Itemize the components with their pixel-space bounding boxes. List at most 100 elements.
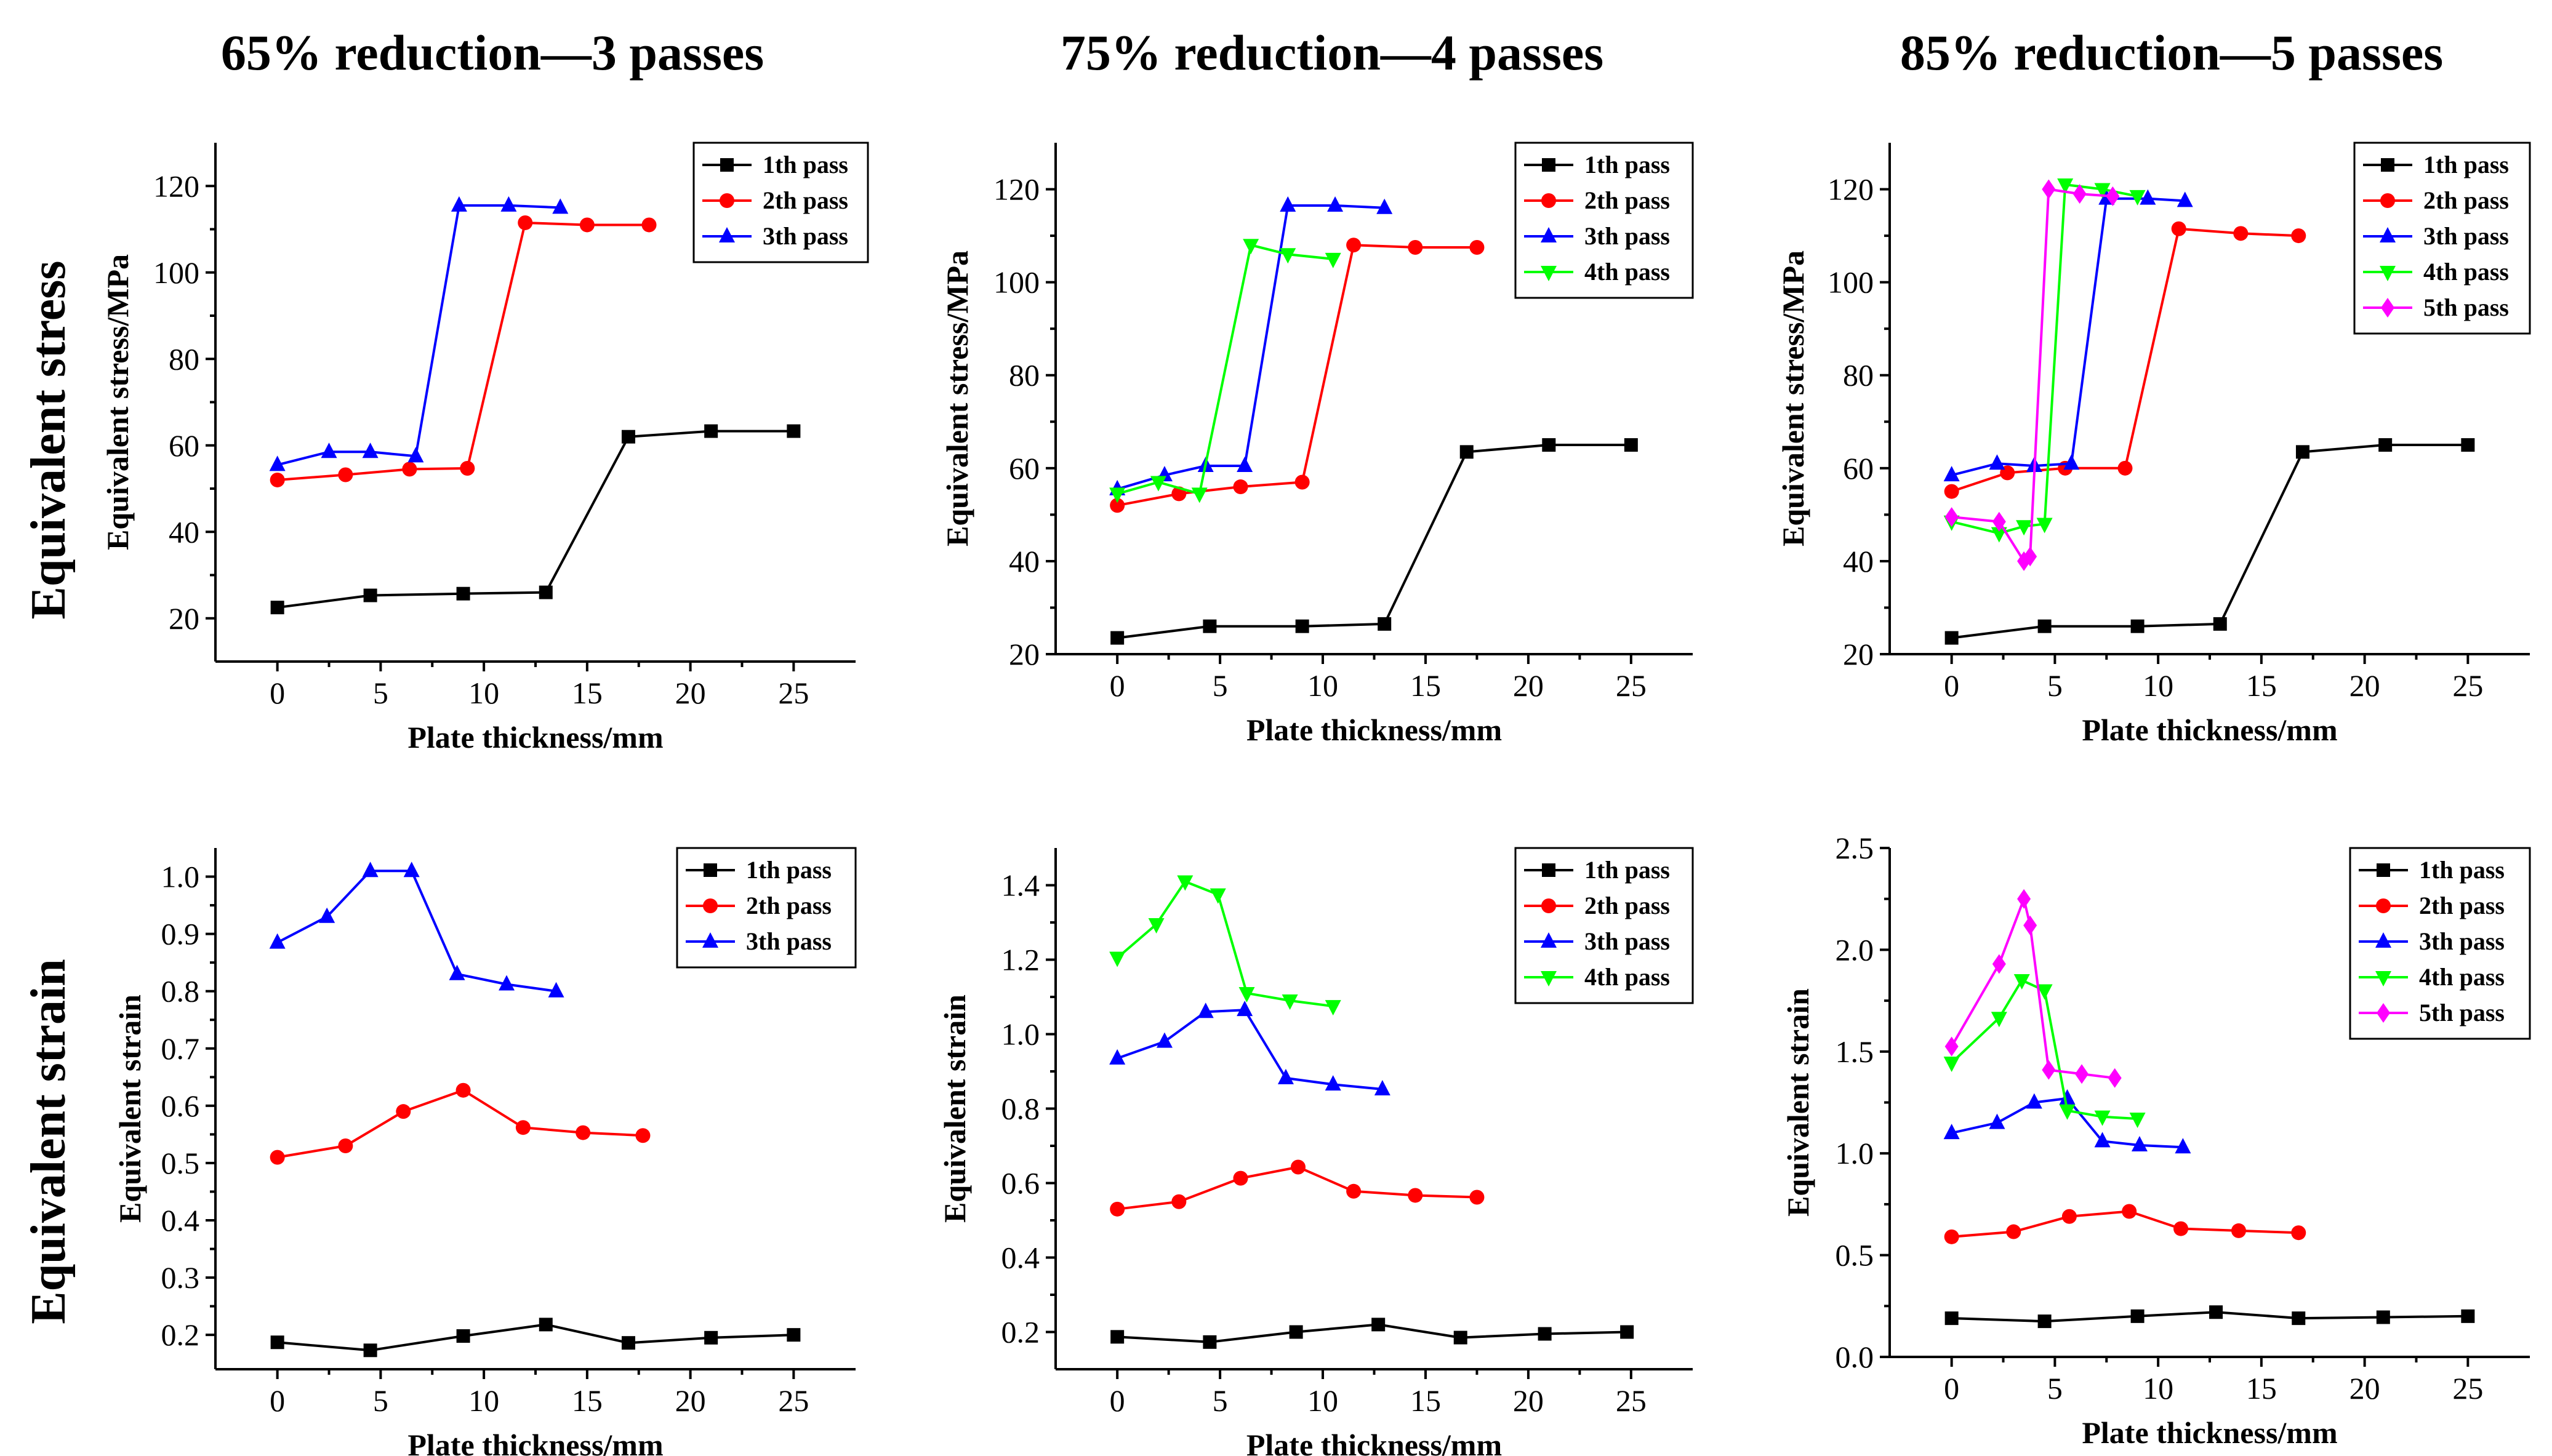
data-point bbox=[363, 1343, 377, 1358]
data-point bbox=[1944, 507, 1959, 527]
legend-label: 1th pass bbox=[763, 151, 848, 178]
y-tick-label: 0.3 bbox=[161, 1260, 200, 1295]
data-point bbox=[2130, 1309, 2145, 1323]
data-point bbox=[2292, 1311, 2306, 1326]
data-point bbox=[787, 424, 801, 438]
data-point bbox=[1110, 1330, 1125, 1344]
data-point bbox=[1538, 1327, 1552, 1341]
legend-item-3th-pass: 3th pass bbox=[1524, 222, 1670, 250]
data-point bbox=[2129, 1112, 2146, 1128]
x-tick-label: 25 bbox=[778, 676, 809, 710]
legend-item-3th-pass: 3th pass bbox=[686, 927, 832, 955]
series-line bbox=[1951, 979, 2138, 1120]
data-point bbox=[1110, 1201, 1125, 1217]
y-axis-title: Equivalent stress/MPa bbox=[940, 250, 974, 546]
series-4th-pass bbox=[1943, 974, 2146, 1128]
y-tick-label: 100 bbox=[153, 255, 199, 290]
chart-strain-85: 0 5 10 15 20 25 0.0 0.5 1.0 1.5 2.0 2.5 Plate thickn… bbox=[1781, 831, 2531, 1450]
legend-item-1th-pass: 1th pass bbox=[2359, 856, 2505, 884]
data-point bbox=[1944, 1229, 1959, 1244]
data-point bbox=[1210, 888, 1226, 904]
x-tick-label: 20 bbox=[675, 676, 706, 710]
y-tick-label: 0.9 bbox=[161, 917, 200, 951]
data-point bbox=[270, 472, 285, 487]
data-point bbox=[1542, 438, 1556, 452]
x-axis-title: Plate thickness/mm bbox=[407, 720, 663, 754]
data-point bbox=[787, 1328, 801, 1342]
x-tick-label: 15 bbox=[572, 676, 603, 710]
chart-strain-75: 0 5 10 15 20 25 0.2 0.4 0.6 0.8 1.0 1.2 1.4 Plate thi… bbox=[937, 847, 1694, 1456]
data-point bbox=[1469, 239, 1485, 255]
series-line bbox=[1951, 188, 2113, 562]
x-axis-title: Plate thickness/mm bbox=[2082, 1415, 2337, 1450]
series-line bbox=[1951, 444, 2468, 639]
data-point bbox=[321, 442, 337, 458]
data-point bbox=[2059, 1089, 2076, 1105]
x-tick-label: 0 bbox=[1110, 1383, 1125, 1418]
data-point bbox=[319, 907, 335, 923]
series-2th-pass bbox=[1944, 1204, 2306, 1244]
legend-label: 3th pass bbox=[746, 927, 832, 955]
legend-label: 3th pass bbox=[1584, 927, 1670, 955]
y-tick-label: 1.4 bbox=[1001, 868, 1040, 903]
y-tick-label: 60 bbox=[1843, 451, 1874, 486]
data-point bbox=[1989, 454, 2005, 470]
data-point bbox=[2231, 1223, 2246, 1238]
data-point bbox=[269, 933, 286, 949]
chart-stress-85: 0 5 10 15 20 25 20 40 60 80 100 120 Plate thickness/… bbox=[1776, 142, 2531, 747]
y-tick-label: 40 bbox=[1009, 544, 1040, 578]
data-point bbox=[1171, 1194, 1187, 1209]
legend-item-1th-pass: 1th pass bbox=[1524, 151, 1670, 178]
data-point bbox=[2213, 617, 2227, 631]
legend-marker bbox=[1541, 227, 1557, 242]
x-tick-label: 10 bbox=[2143, 1371, 2173, 1406]
legend-item-1th-pass: 1th pass bbox=[2363, 151, 2509, 178]
x-tick-label: 10 bbox=[1307, 1383, 1338, 1418]
legend-item-3th-pass: 3th pass bbox=[2363, 222, 2509, 250]
legend-marker bbox=[720, 158, 734, 172]
legend-label: 5th pass bbox=[2419, 999, 2505, 1026]
data-point bbox=[456, 1329, 470, 1343]
data-point bbox=[1148, 918, 1165, 934]
y-tick-label: 40 bbox=[1843, 544, 1874, 578]
series-line bbox=[1117, 444, 1631, 639]
data-point bbox=[1203, 1335, 1217, 1349]
series-2th-pass bbox=[270, 1082, 651, 1165]
column-title-65: 65% reduction—3 passes bbox=[221, 25, 764, 81]
data-point bbox=[1277, 1068, 1294, 1084]
series-5th-pass bbox=[1944, 889, 2122, 1088]
x-tick-label: 10 bbox=[468, 1383, 499, 1418]
data-point bbox=[1280, 248, 1296, 264]
x-tick-label: 20 bbox=[2349, 1371, 2380, 1406]
legend-label: 4th pass bbox=[2423, 258, 2509, 286]
x-tick-label: 0 bbox=[1944, 668, 1959, 703]
data-point bbox=[1620, 1325, 1634, 1339]
series-4th-pass bbox=[1109, 239, 1341, 503]
data-point bbox=[704, 1330, 718, 1345]
data-point bbox=[1944, 1311, 1959, 1326]
data-point bbox=[2042, 179, 2056, 199]
data-point bbox=[2013, 974, 2030, 990]
y-tick-label: 0.2 bbox=[1001, 1315, 1040, 1350]
data-point bbox=[2130, 619, 2145, 633]
series-2th-pass bbox=[1110, 1159, 1485, 1217]
legend-label: 4th pass bbox=[1584, 963, 1670, 991]
x-tick-label: 10 bbox=[1307, 668, 1338, 703]
data-point bbox=[1294, 474, 1310, 490]
data-point bbox=[704, 424, 718, 438]
data-point bbox=[1944, 631, 1959, 645]
legend-label: 2th pass bbox=[1584, 892, 1670, 919]
data-point bbox=[363, 588, 377, 602]
legend-item-2th-pass: 2th pass bbox=[702, 186, 848, 214]
data-point bbox=[1453, 1330, 1467, 1345]
legend-item-4th-pass: 4th pass bbox=[2363, 258, 2509, 286]
x-tick-label: 20 bbox=[675, 1383, 706, 1418]
data-point bbox=[2233, 226, 2249, 241]
data-point bbox=[1943, 1056, 1960, 1072]
legend-marker bbox=[1542, 863, 1555, 877]
data-point bbox=[621, 430, 635, 444]
data-point bbox=[396, 1104, 411, 1119]
data-point bbox=[2108, 1068, 2122, 1088]
data-point bbox=[515, 1120, 531, 1135]
